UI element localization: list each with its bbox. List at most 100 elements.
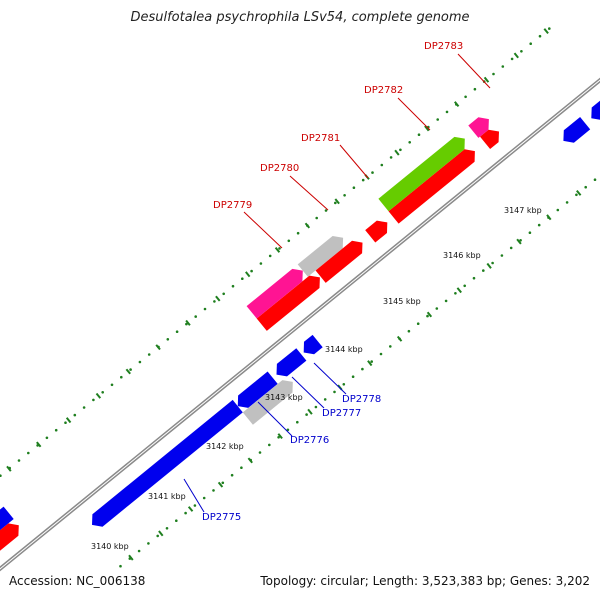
tick-dot — [389, 345, 392, 348]
tick-dot — [212, 489, 215, 492]
tick-dot — [259, 262, 263, 265]
leader-line — [257, 401, 293, 437]
tick-mark — [155, 344, 161, 351]
tick-dot — [463, 284, 467, 288]
gene-reverse — [237, 371, 278, 408]
tick-dot — [417, 133, 421, 136]
tick-mark — [187, 506, 194, 512]
tick-dot — [0, 474, 2, 477]
tick-dot — [213, 300, 216, 303]
tick-dot — [444, 299, 448, 303]
tick-dot — [361, 178, 365, 182]
tick-dot — [82, 406, 86, 409]
gene-forward — [256, 275, 320, 331]
tick-mark — [6, 465, 12, 472]
tick-dot — [361, 367, 364, 371]
gene-label-dp2776[interactable]: DP2776 — [290, 435, 329, 446]
tick-dot — [593, 178, 597, 181]
tick-dots-inner — [119, 178, 597, 568]
tick-dot — [575, 193, 578, 197]
tick-mark — [307, 408, 313, 415]
tick-dot — [296, 420, 299, 424]
tick-dot — [537, 223, 541, 227]
tick-dot — [64, 421, 67, 425]
gene-label-dp2780[interactable]: DP2780 — [260, 163, 299, 174]
leader-line — [339, 144, 369, 179]
tick-dot — [277, 436, 280, 439]
tick-dot — [352, 186, 356, 189]
tick-dot — [268, 254, 272, 258]
tick-dot — [323, 398, 327, 401]
tick-dot — [399, 148, 402, 152]
tick-dot — [334, 201, 337, 205]
leader-line — [313, 362, 347, 395]
gene-label-dp2783[interactable]: DP2783 — [424, 41, 463, 52]
tick-mark — [516, 238, 522, 245]
tick-dot — [258, 451, 262, 454]
tick-dot — [510, 57, 514, 61]
tick-dot — [445, 110, 449, 114]
tick-dot — [565, 201, 569, 204]
gene-label-dp2777[interactable]: DP2777 — [322, 408, 361, 419]
tick-mark — [426, 311, 433, 318]
tick-dot — [389, 156, 393, 159]
gene-forward — [315, 240, 363, 283]
tick-mark — [334, 198, 340, 205]
gene-forward — [0, 523, 19, 551]
gene-label-dp2781[interactable]: DP2781 — [301, 133, 340, 144]
tick-dot — [492, 72, 495, 76]
tick-mark — [125, 368, 131, 375]
gene-reverse — [563, 117, 591, 143]
gene-highlight-pink — [246, 268, 303, 319]
tick-mark — [546, 214, 552, 221]
tick-dot — [296, 231, 300, 235]
tick-dot — [529, 42, 532, 45]
tick-dot — [166, 338, 170, 341]
tick-dot — [491, 261, 494, 265]
tick-dot — [538, 34, 542, 38]
tick-dot — [137, 549, 141, 553]
gene-highlight-pink — [468, 117, 489, 138]
tick-mark — [483, 76, 490, 83]
tick-dot — [184, 511, 187, 515]
tick-dot — [482, 269, 485, 272]
tick-dot — [286, 428, 290, 432]
gene-label-dp2779[interactable]: DP2779 — [213, 200, 252, 211]
tick-mark — [396, 335, 403, 342]
tick-dot — [473, 87, 477, 91]
gene-reverse — [303, 334, 323, 355]
tick-dot — [73, 413, 77, 417]
gene-reverse — [0, 506, 14, 531]
tick-dot — [351, 375, 355, 379]
tick-dot — [250, 269, 253, 273]
scale-label-3143: 3143 kbp — [265, 393, 303, 402]
tick-dot — [315, 216, 319, 220]
tick-dot — [194, 315, 197, 318]
tick-dot — [528, 231, 532, 234]
genome-summary-text: Topology: circular; Length: 3,523,383 bp… — [260, 574, 590, 588]
gene-label-dp2775[interactable]: DP2775 — [202, 512, 241, 523]
gene-label-dp2782[interactable]: DP2782 — [364, 85, 403, 96]
tick-dot — [464, 95, 467, 99]
tick-dot — [222, 292, 225, 296]
tick-dot — [519, 239, 522, 242]
tick-dot — [120, 375, 123, 379]
gene-forward — [388, 149, 475, 224]
tick-dot — [231, 284, 235, 288]
tick-mark — [543, 28, 549, 35]
tick-mark — [65, 417, 72, 424]
tick-mark — [247, 457, 253, 464]
tick-dot — [230, 473, 234, 477]
leader-line — [289, 175, 329, 211]
tick-dot — [147, 542, 150, 545]
tick-mark — [424, 125, 430, 132]
gene-label-dp2778[interactable]: DP2778 — [342, 394, 381, 405]
gene-forward — [365, 220, 388, 243]
tick-dot — [472, 276, 476, 280]
tick-dot — [370, 360, 374, 363]
tick-mark — [454, 101, 460, 108]
tick-dot — [435, 307, 439, 310]
tick-mark — [274, 246, 281, 253]
tick-dot — [193, 504, 197, 507]
tick-dot — [221, 481, 225, 485]
